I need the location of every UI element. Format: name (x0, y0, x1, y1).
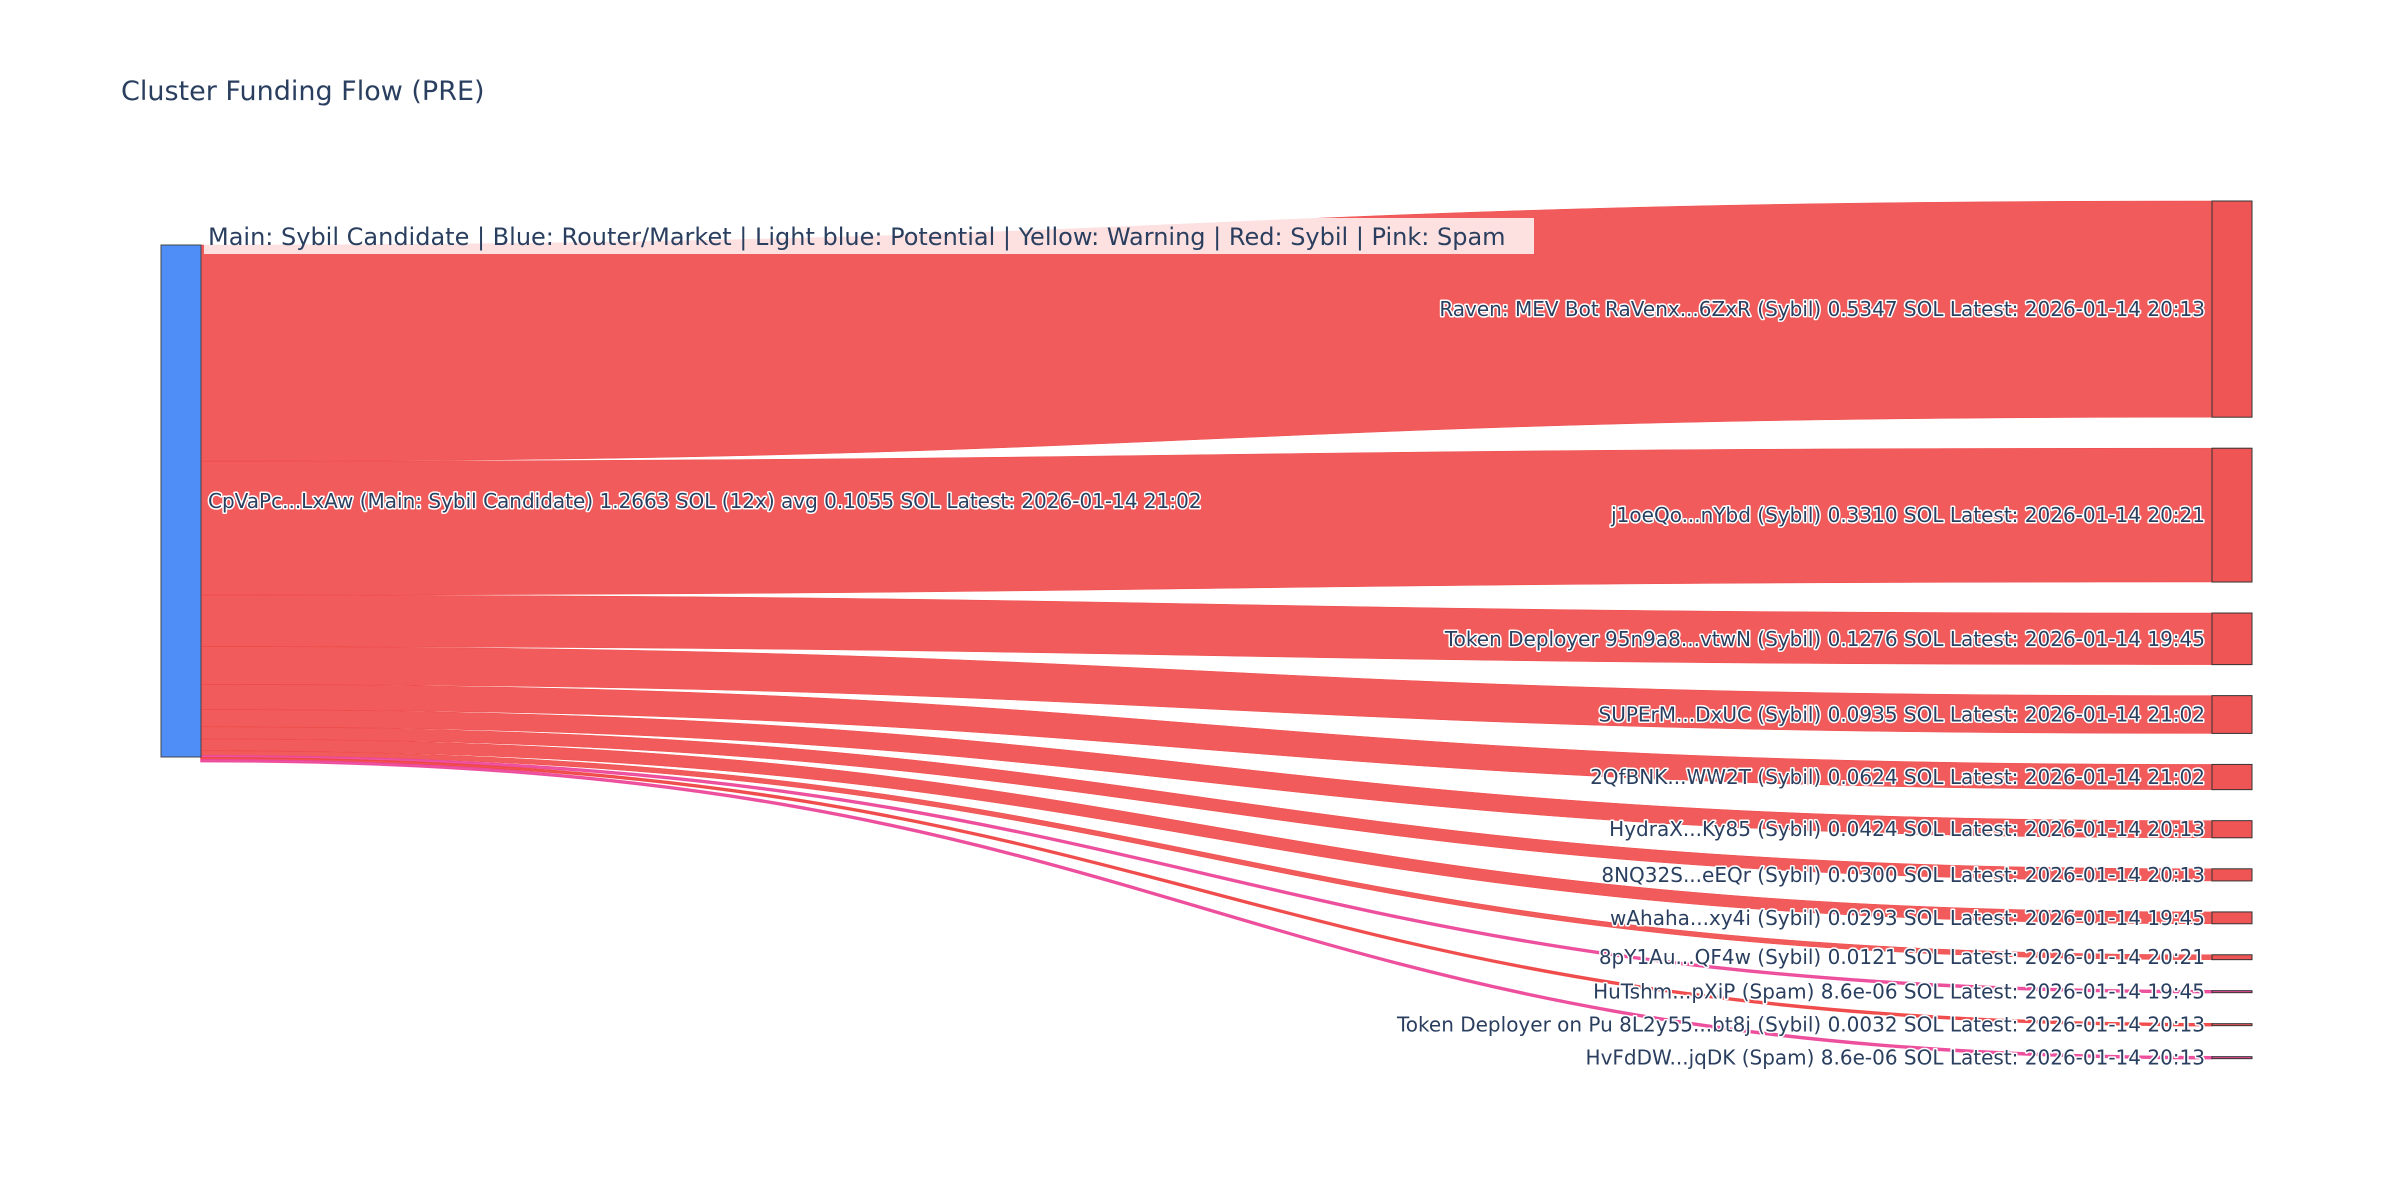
target-9-node[interactable] (2211, 954, 2253, 961)
target-7-node[interactable] (2211, 868, 2253, 882)
legend-note-background (204, 218, 1534, 254)
target-1-node[interactable] (2211, 200, 2253, 418)
target-1-label: Raven: MEV Bot RaVenx...6ZxR (Sybil) 0.5… (1439, 297, 2205, 321)
target-8-node[interactable] (2211, 911, 2253, 925)
target-10-node[interactable] (2211, 990, 2253, 994)
target-4-label: SUPErM...DxUC (Sybil) 0.0935 SOL Latest:… (1599, 703, 2205, 727)
links-group (200, 200, 2213, 1060)
legend-note: Main: Sybil Candidate | Blue: Router/Mar… (204, 218, 1534, 254)
target-3-label: Token Deployer 95n9a8...vtwN (Sybil) 0.1… (1444, 627, 2205, 651)
legend-note-text: Main: Sybil Candidate | Blue: Router/Mar… (208, 223, 1506, 251)
target-2-label: j1oeQo...nYbd (Sybil) 0.3310 SOL Latest:… (1610, 503, 2205, 527)
target-2-node[interactable] (2211, 447, 2253, 583)
target-4-node[interactable] (2211, 695, 2253, 734)
chart-title: Cluster Funding Flow (PRE) (121, 76, 485, 107)
target-7-label: 8NQ32S...eEQr (Sybil) 0.0300 SOL Latest:… (1601, 863, 2205, 887)
target-5-node[interactable] (2211, 763, 2253, 791)
target-12-label: HvFdDW...jqDK (Spam) 8.6e-06 SOL Latest:… (1586, 1046, 2205, 1070)
target-6-label: HydraX...Ky85 (Sybil) 0.0424 SOL Latest:… (1609, 817, 2205, 841)
source-node[interactable] (160, 244, 202, 758)
labels-group: CpVaPc...LxAw (Main: Sybil Candidate) 1.… (207, 296, 2207, 1072)
target-9-label: 8pY1Au...QF4w (Sybil) 0.0121 SOL Latest:… (1599, 945, 2205, 969)
target-8-label: wAhaha...xy4i (Sybil) 0.0293 SOL Latest:… (1610, 906, 2205, 930)
target-5-label: 2QfBNK...WW2T (Sybil) 0.0624 SOL Latest:… (1590, 765, 2205, 789)
target-10-label: HuTshm...pXiP (Spam) 8.6e-06 SOL Latest:… (1593, 980, 2205, 1004)
target-11-label: Token Deployer on Pu 8L2y55...bt8j (Sybi… (1396, 1013, 2205, 1037)
target-6-node[interactable] (2211, 820, 2253, 839)
target-3-node[interactable] (2211, 612, 2253, 666)
target-12-node[interactable] (2211, 1056, 2253, 1060)
source-node-label: CpVaPc...LxAw (Main: Sybil Candidate) 1.… (208, 489, 1202, 513)
nodes-group (160, 200, 2253, 1060)
target-11-node[interactable] (2211, 1023, 2253, 1027)
